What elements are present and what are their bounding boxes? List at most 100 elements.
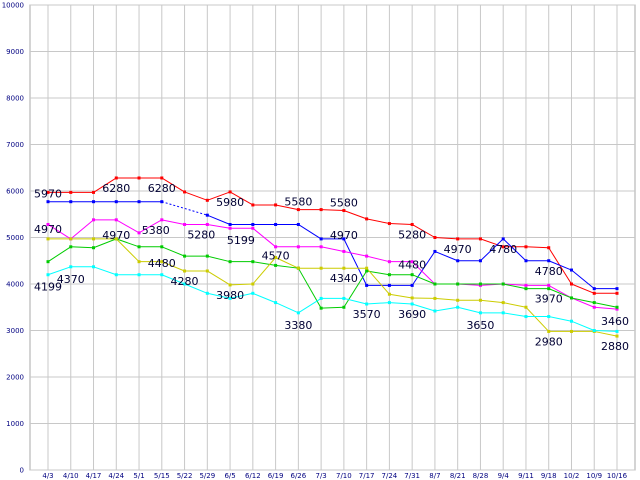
series-data-point — [342, 296, 346, 300]
series-data-point — [92, 265, 96, 269]
series-data-point — [160, 273, 164, 277]
series-line-segment — [571, 283, 595, 294]
series-data-point — [410, 222, 414, 226]
data-label: 5280 — [187, 228, 215, 241]
series-data-point — [365, 269, 369, 273]
series-data-point — [592, 287, 596, 291]
x-tick-label: 10/9 — [586, 472, 602, 480]
series-line-segment — [161, 261, 185, 272]
series-line-segment — [366, 267, 390, 295]
series-data-point — [46, 260, 50, 264]
series-line-segment — [47, 224, 72, 240]
series-data-point — [569, 282, 573, 286]
data-label: 4480 — [148, 257, 176, 270]
series-data-point — [274, 255, 278, 259]
x-axis-tick-labels: 4/3 4/10 4/17 4/24 5/1 5/15 5/22 5/29 6/5 6/12 6/1… — [42, 472, 627, 480]
data-label: 5580 — [284, 196, 312, 209]
horizontal-gridlines — [30, 4, 635, 471]
series-data-point — [547, 315, 551, 319]
y-tick-label: 6000 — [6, 188, 24, 196]
series-line-segment — [116, 219, 140, 234]
series-data-point — [456, 305, 460, 309]
data-label: 3690 — [398, 308, 426, 321]
x-tick-label: 5/22 — [177, 472, 193, 480]
series-data-point — [478, 237, 482, 241]
series-data-point — [524, 305, 528, 309]
series-lines — [47, 177, 618, 337]
series-data-point — [183, 282, 187, 286]
series-line-segment — [366, 218, 390, 225]
series-data-point — [319, 306, 323, 310]
series-line-segment — [503, 302, 527, 308]
x-tick-label: 8/28 — [473, 472, 489, 480]
series-line-segment — [275, 264, 299, 269]
x-tick-label: 6/12 — [245, 472, 261, 480]
data-label: 4340 — [330, 272, 358, 285]
series-line-segment — [275, 257, 299, 269]
series-line-segment — [298, 224, 322, 240]
data-label: 4970 — [34, 223, 62, 236]
series-data-point — [547, 329, 551, 333]
data-label: 4970 — [330, 229, 358, 242]
data-label: 5380 — [142, 224, 170, 237]
series-data-point — [296, 208, 300, 212]
series-line-segment — [47, 266, 71, 276]
series-data-point — [387, 301, 391, 305]
data-label: 4570 — [262, 249, 290, 262]
series-data-point — [410, 283, 414, 287]
series-line-segment — [138, 219, 163, 234]
series-data-point — [547, 246, 551, 250]
series-data-point — [592, 329, 596, 332]
series-data-point — [524, 259, 528, 263]
series-data-point — [569, 319, 573, 323]
series-line-segment — [548, 284, 572, 299]
series-line-segment — [389, 302, 413, 305]
series-data-point — [615, 291, 619, 295]
series-data-point — [251, 291, 255, 295]
series-data-point — [433, 236, 437, 239]
series-data-point — [92, 218, 96, 222]
series-data-point — [205, 254, 209, 258]
series-data-point — [137, 245, 141, 249]
series-line-segment — [412, 303, 436, 312]
series-data-point — [387, 292, 391, 296]
series-line-segment — [161, 246, 185, 257]
series-line-segment — [207, 270, 231, 286]
data-labels: 5970 6280 6280 5980 5580 5580 5280 4970 4780 4780… — [34, 182, 629, 353]
series-data-point — [114, 273, 118, 277]
series-data-point — [137, 273, 141, 277]
series-line-segment — [252, 261, 276, 266]
series-line-segment — [594, 306, 618, 310]
series-line-segment — [343, 210, 367, 220]
series-line-segment — [480, 238, 504, 262]
series-data-point — [274, 263, 278, 267]
series-data-point — [547, 287, 551, 291]
series-data-point — [410, 260, 414, 264]
series-data-point — [342, 237, 346, 241]
series-data-point — [251, 203, 255, 207]
series-line-segment — [229, 292, 253, 299]
series-line-segment — [548, 288, 572, 299]
series-data-point — [524, 287, 528, 291]
series-data-point — [365, 302, 369, 306]
series-data-point — [456, 237, 460, 241]
data-label: 4970 — [102, 229, 130, 242]
data-label: 4780 — [535, 265, 563, 278]
data-label: 5980 — [216, 196, 244, 209]
series-data-point — [524, 315, 528, 319]
series-data-point — [160, 218, 164, 222]
series-data-point — [387, 260, 391, 264]
series-data-point — [228, 283, 232, 287]
x-tick-label: 7/31 — [404, 472, 420, 480]
series-data-point — [319, 208, 323, 212]
series-line-segment — [389, 223, 413, 225]
series-data-point — [114, 200, 118, 204]
y-tick-label: 2000 — [6, 374, 24, 382]
series-data-point — [342, 249, 346, 253]
series-line-segment — [161, 177, 185, 193]
series-data-point — [569, 296, 573, 300]
data-label: 4780 — [489, 243, 517, 256]
data-label: 3570 — [353, 308, 381, 321]
data-label: 6280 — [102, 182, 130, 195]
series-data-point — [547, 283, 551, 287]
